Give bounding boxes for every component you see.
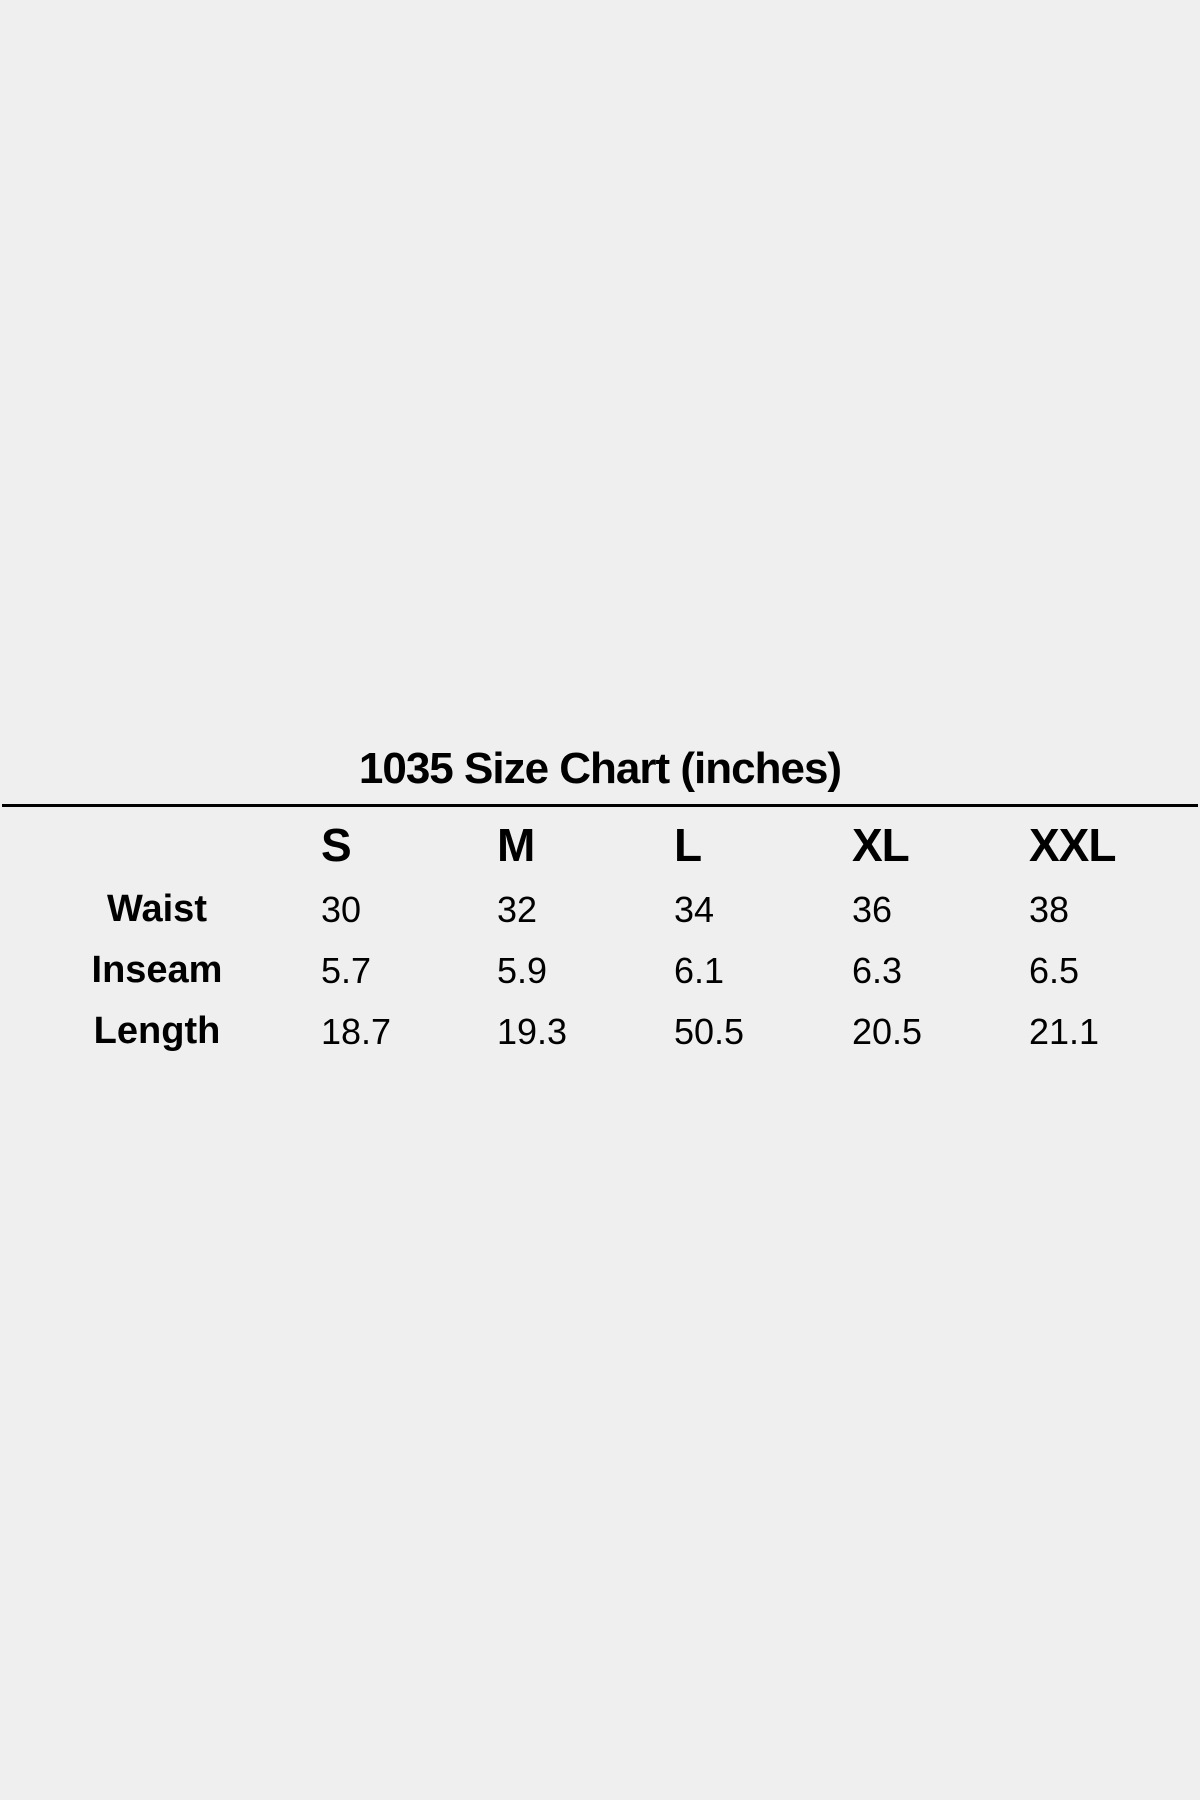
table-cell: 38 (1029, 889, 1070, 930)
table-cell: 21.1 (1029, 1011, 1100, 1052)
table-cell: 36 (852, 889, 893, 930)
row-label: Waist (107, 888, 207, 930)
header-divider (2, 804, 1198, 807)
table-cell: 6.1 (674, 950, 725, 991)
column-header-l: L (674, 819, 702, 871)
size-chart-title: 1035 Size Chart (inches) (358, 744, 842, 793)
column-header-xl: XL (852, 819, 910, 871)
table-cell: 20.5 (852, 1011, 923, 1052)
table-cell: 50.5 (674, 1011, 745, 1052)
column-header-s: S (321, 819, 352, 871)
table-cell: 32 (497, 889, 538, 930)
table-cell: 18.7 (321, 1011, 392, 1052)
row-label: Length (93, 1010, 221, 1052)
table-cell: 5.7 (321, 950, 372, 991)
row-label: Inseam (91, 949, 223, 991)
column-header-xxl: XXL (1029, 819, 1116, 871)
table-cell: 30 (321, 889, 362, 930)
table-cell: 34 (674, 889, 715, 930)
table-cell: 6.3 (852, 950, 903, 991)
table-cell: 6.5 (1029, 950, 1080, 991)
column-header-m: M (497, 819, 535, 871)
table-cell: 5.9 (497, 950, 548, 991)
table-cell: 19.3 (497, 1011, 568, 1052)
